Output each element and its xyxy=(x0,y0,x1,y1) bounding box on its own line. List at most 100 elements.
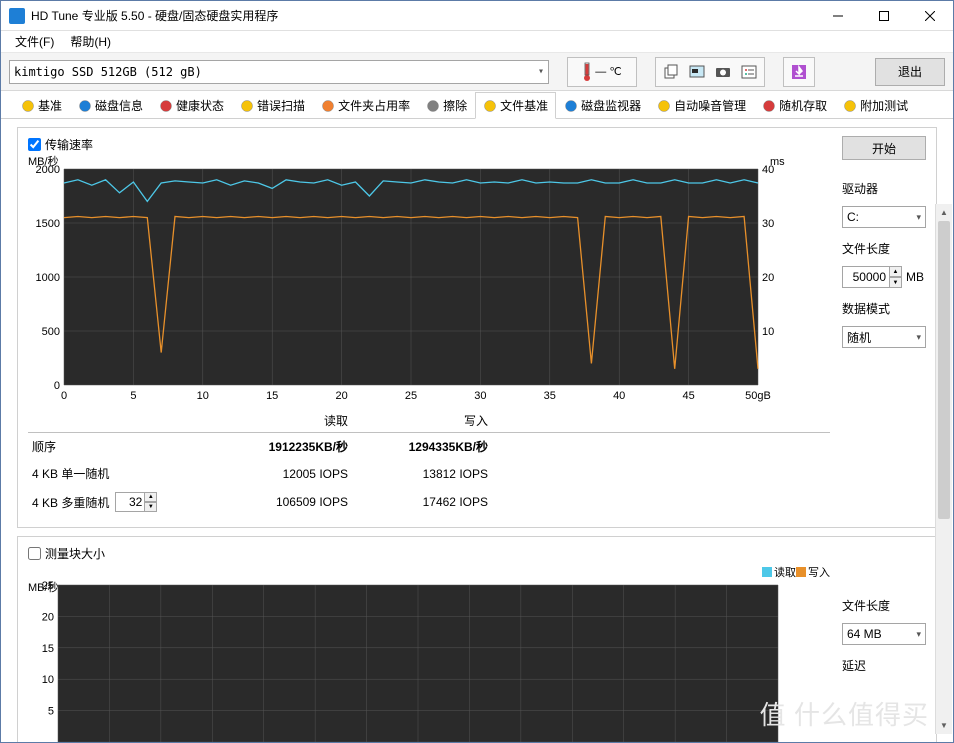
legend-read-swatch xyxy=(762,567,772,577)
tab-label: 随机存取 xyxy=(779,97,827,114)
tab-磁盘信息[interactable]: 磁盘信息 xyxy=(70,92,151,119)
tab-健康状态[interactable]: 健康状态 xyxy=(151,92,232,119)
datamode-label: 数据模式 xyxy=(842,300,926,317)
drive-combo[interactable]: C:▾ xyxy=(842,206,926,228)
results-row: 4 KB 单一随机12005 IOPS13812 IOPS xyxy=(28,460,830,487)
tab-icon xyxy=(240,99,254,113)
tab-label: 自动噪音管理 xyxy=(674,97,746,114)
exit-button[interactable]: 退出 xyxy=(875,58,945,86)
menu-file[interactable]: 文件(F) xyxy=(7,31,62,52)
tab-附加测试[interactable]: 附加测试 xyxy=(835,92,916,119)
copy-button[interactable] xyxy=(658,60,684,84)
svg-text:10: 10 xyxy=(762,326,774,338)
filelen-unit: MB xyxy=(906,270,924,284)
tab-随机存取[interactable]: 随机存取 xyxy=(754,92,835,119)
filelen-label: 文件长度 xyxy=(842,240,926,257)
scroll-up-icon[interactable]: ▲ xyxy=(936,204,952,221)
blocksize-section: 测量块大小 读取 写入 MB/秒510152025 文件长度 64 MB▾ 延迟 xyxy=(17,536,937,742)
scroll-thumb[interactable] xyxy=(938,221,950,519)
svg-text:2000: 2000 xyxy=(36,164,60,176)
window-title: HD Tune 专业版 5.50 - 硬盘/固态硬盘实用程序 xyxy=(31,7,815,24)
tab-icon xyxy=(159,99,173,113)
chevron-down-icon: ▾ xyxy=(916,629,921,640)
chevron-down-icon: ▾ xyxy=(916,212,921,223)
screenshot-button[interactable] xyxy=(684,60,710,84)
toolbar-group-1 xyxy=(655,57,765,87)
tab-icon xyxy=(843,99,857,113)
tab-磁盘监视器[interactable]: 磁盘监视器 xyxy=(556,92,649,119)
tab-错误扫描[interactable]: 错误扫描 xyxy=(232,92,313,119)
svg-text:30: 30 xyxy=(474,390,486,402)
svg-text:1000: 1000 xyxy=(36,272,60,284)
blocksize-checkbox[interactable] xyxy=(28,547,41,560)
svg-text:25: 25 xyxy=(405,390,417,402)
datamode-combo[interactable]: 随机▾ xyxy=(842,326,926,348)
filelen2-label: 文件长度 xyxy=(842,597,926,614)
svg-text:15: 15 xyxy=(42,643,54,655)
svg-text:20: 20 xyxy=(42,611,54,623)
spin-up-icon[interactable]: ▲ xyxy=(890,266,902,277)
filelen-spinner[interactable]: ▲▼ xyxy=(842,266,902,288)
svg-text:10: 10 xyxy=(197,390,209,402)
blocksize-label: 测量块大小 xyxy=(45,545,105,562)
menubar: 文件(F) 帮助(H) xyxy=(1,31,953,53)
scroll-down-icon[interactable]: ▼ xyxy=(936,717,952,734)
thermometer-icon xyxy=(582,62,592,82)
svg-text:45: 45 xyxy=(682,390,694,402)
tab-基准[interactable]: 基准 xyxy=(13,92,70,119)
toolbar: kimtigo SSD 512GB (512 gB) ▾ — ℃ 退出 xyxy=(1,53,953,91)
save-button[interactable] xyxy=(786,60,812,84)
drive-select[interactable]: kimtigo SSD 512GB (512 gB) ▾ xyxy=(9,60,549,84)
filelen2-combo[interactable]: 64 MB▾ xyxy=(842,623,926,645)
svg-text:25: 25 xyxy=(42,581,54,592)
camera-button[interactable] xyxy=(710,60,736,84)
tab-label: 磁盘监视器 xyxy=(581,97,641,114)
tab-icon xyxy=(321,99,335,113)
chevron-down-icon: ▾ xyxy=(538,66,544,77)
tab-文件基准[interactable]: 文件基准 xyxy=(475,92,556,119)
svg-text:35: 35 xyxy=(544,390,556,402)
transfer-rate-chart: MB/秒ms0500100015002000102030400510152025… xyxy=(28,155,788,405)
tab-label: 文件夹占用率 xyxy=(338,97,410,114)
queue-depth-spinner[interactable]: ▲▼ xyxy=(115,492,157,512)
options-button[interactable] xyxy=(736,60,762,84)
legend-write-label: 写入 xyxy=(808,564,830,580)
tab-label: 磁盘信息 xyxy=(95,97,143,114)
filelen-input[interactable] xyxy=(842,266,890,288)
svg-text:10: 10 xyxy=(42,674,54,686)
legend-write-swatch xyxy=(796,567,806,577)
svg-text:40: 40 xyxy=(613,390,625,402)
tab-label: 文件基准 xyxy=(500,97,548,114)
menu-help[interactable]: 帮助(H) xyxy=(62,31,119,52)
tab-label: 错误扫描 xyxy=(257,97,305,114)
maximize-button[interactable] xyxy=(861,1,907,31)
legend-read-label: 读取 xyxy=(774,564,796,580)
vertical-scrollbar[interactable]: ▲ ▼ xyxy=(935,204,952,734)
transfer-rate-label: 传输速率 xyxy=(45,136,93,153)
tab-icon xyxy=(78,99,92,113)
svg-text:50gB: 50gB xyxy=(745,390,771,402)
spin-down-icon[interactable]: ▼ xyxy=(890,277,902,288)
tab-icon xyxy=(426,99,440,113)
tab-擦除[interactable]: 擦除 xyxy=(418,92,475,119)
tab-文件夹占用率[interactable]: 文件夹占用率 xyxy=(313,92,418,119)
svg-text:20: 20 xyxy=(762,272,774,284)
start-button[interactable]: 开始 xyxy=(842,136,926,160)
svg-text:5: 5 xyxy=(48,706,54,718)
content-area: 传输速率 MB/秒ms05001000150020001020304005101… xyxy=(1,119,953,742)
tab-icon xyxy=(483,99,497,113)
tab-label: 擦除 xyxy=(443,97,467,114)
results-header-read: 读取 xyxy=(228,412,368,429)
delay-label: 延迟 xyxy=(842,657,926,674)
close-button[interactable] xyxy=(907,1,953,31)
tab-自动噪音管理[interactable]: 自动噪音管理 xyxy=(649,92,754,119)
app-icon xyxy=(9,8,25,24)
chevron-down-icon: ▾ xyxy=(916,332,921,343)
drive-label: 驱动器 xyxy=(842,180,926,197)
svg-text:1500: 1500 xyxy=(36,218,60,230)
transfer-rate-section: 传输速率 MB/秒ms05001000150020001020304005101… xyxy=(17,127,937,528)
transfer-rate-checkbox[interactable] xyxy=(28,138,41,151)
svg-text:0: 0 xyxy=(61,390,67,402)
transfer-side-panel: 开始 驱动器 C:▾ 文件长度 ▲▼ MB 数据模式 随机▾ xyxy=(830,136,926,517)
minimize-button[interactable] xyxy=(815,1,861,31)
